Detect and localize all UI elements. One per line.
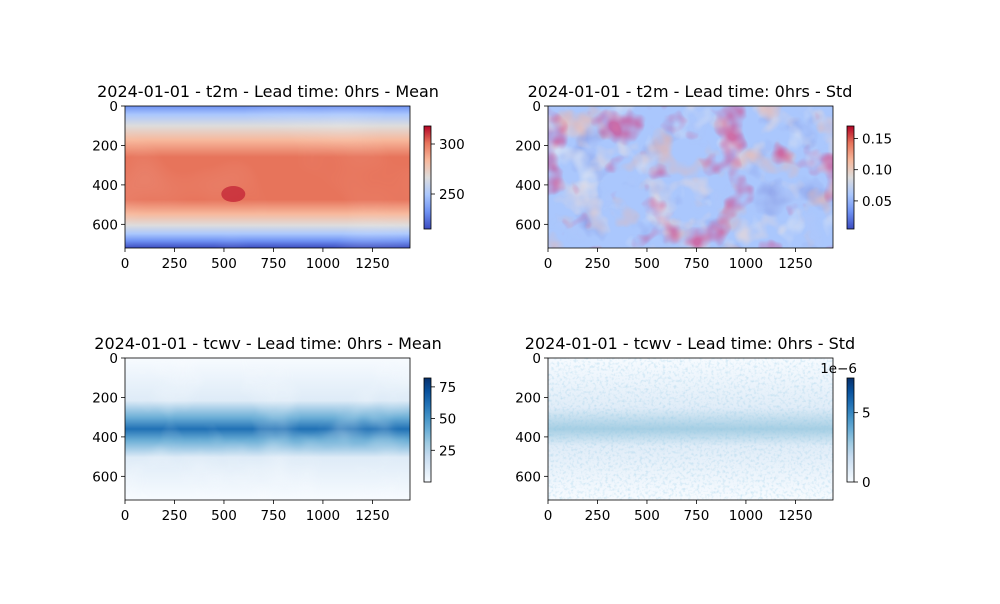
subplot-title: 2024-01-01 - t2m - Lead time: 0hrs - Std xyxy=(528,82,853,101)
colorbar-tick-label: 0.10 xyxy=(862,163,892,179)
heatmap-image xyxy=(548,106,833,248)
x-tick-label: 750 xyxy=(261,508,287,524)
x-tick-label: 250 xyxy=(585,256,611,272)
x-tick-label: 1250 xyxy=(355,508,389,524)
colorbar xyxy=(423,125,432,230)
x-tick-label: 500 xyxy=(634,256,660,272)
colorbar xyxy=(846,125,855,230)
colorbar xyxy=(423,377,432,483)
subplot-t2m-mean: 2024-01-01 - t2m - Lead time: 0hrs - Mea… xyxy=(92,82,465,272)
heatmap-image xyxy=(125,358,410,500)
colorbar-tick-label: 25 xyxy=(439,443,456,459)
colorbar-offset-text: 1e−6 xyxy=(820,361,857,377)
y-tick-label: 200 xyxy=(92,390,118,406)
x-tick-label: 1000 xyxy=(306,508,340,524)
x-tick-label: 250 xyxy=(585,508,611,524)
colorbar-tick-label: 0.15 xyxy=(862,131,892,147)
y-tick-label: 0 xyxy=(532,351,541,367)
colorbar-tick-label: 0 xyxy=(862,475,871,491)
x-tick-label: 750 xyxy=(261,256,287,272)
x-tick-label: 500 xyxy=(634,508,660,524)
y-tick-label: 0 xyxy=(109,351,118,367)
x-tick-label: 0 xyxy=(544,508,553,524)
x-tick-label: 1250 xyxy=(778,256,812,272)
y-tick-label: 400 xyxy=(515,430,541,446)
x-tick-label: 250 xyxy=(162,256,188,272)
subplot-t2m-std: 2024-01-01 - t2m - Lead time: 0hrs - Std… xyxy=(515,82,892,272)
x-tick-label: 1000 xyxy=(306,256,340,272)
y-tick-label: 400 xyxy=(515,178,541,194)
y-tick-label: 200 xyxy=(92,138,118,154)
y-tick-label: 400 xyxy=(92,178,118,194)
x-tick-label: 500 xyxy=(211,508,237,524)
x-tick-label: 250 xyxy=(162,508,188,524)
x-tick-label: 0 xyxy=(544,256,553,272)
colorbar-tick-label: 50 xyxy=(439,412,456,428)
colorbar-tick-label: 75 xyxy=(439,380,456,396)
y-tick-label: 400 xyxy=(92,430,118,446)
x-tick-label: 500 xyxy=(211,256,237,272)
x-tick-label: 0 xyxy=(121,256,130,272)
colorbar-tick-label: 0.05 xyxy=(862,194,892,210)
x-tick-label: 1000 xyxy=(729,256,763,272)
heatmap-image xyxy=(125,106,410,248)
colorbar-tick-label: 250 xyxy=(439,187,465,203)
x-tick-label: 1250 xyxy=(355,256,389,272)
y-tick-label: 0 xyxy=(532,99,541,115)
colorbar-tick-label: 300 xyxy=(439,137,465,153)
y-tick-label: 200 xyxy=(515,390,541,406)
axes-frame xyxy=(124,357,411,501)
axes-frame xyxy=(547,357,834,501)
heatmap-image xyxy=(548,358,833,500)
y-tick-label: 600 xyxy=(515,469,541,485)
y-tick-label: 600 xyxy=(92,217,118,233)
colorbar-tick-label: 5 xyxy=(862,406,871,422)
y-tick-label: 600 xyxy=(92,469,118,485)
y-tick-label: 0 xyxy=(109,99,118,115)
axes-frame xyxy=(124,105,411,249)
subplot-tcwv-std: 2024-01-01 - tcwv - Lead time: 0hrs - St… xyxy=(515,334,870,524)
x-tick-label: 1250 xyxy=(778,508,812,524)
y-tick-label: 600 xyxy=(515,217,541,233)
x-tick-label: 750 xyxy=(684,256,710,272)
subplot-title: 2024-01-01 - tcwv - Lead time: 0hrs - St… xyxy=(525,334,855,353)
subplot-title: 2024-01-01 - t2m - Lead time: 0hrs - Mea… xyxy=(97,82,439,101)
subplot-title: 2024-01-01 - tcwv - Lead time: 0hrs - Me… xyxy=(94,334,441,353)
axes-frame xyxy=(547,105,834,249)
x-tick-label: 0 xyxy=(121,508,130,524)
x-tick-label: 1000 xyxy=(729,508,763,524)
colorbar xyxy=(846,377,855,483)
x-tick-label: 750 xyxy=(684,508,710,524)
subplot-tcwv-mean: 2024-01-01 - tcwv - Lead time: 0hrs - Me… xyxy=(92,334,456,524)
y-tick-label: 200 xyxy=(515,138,541,154)
